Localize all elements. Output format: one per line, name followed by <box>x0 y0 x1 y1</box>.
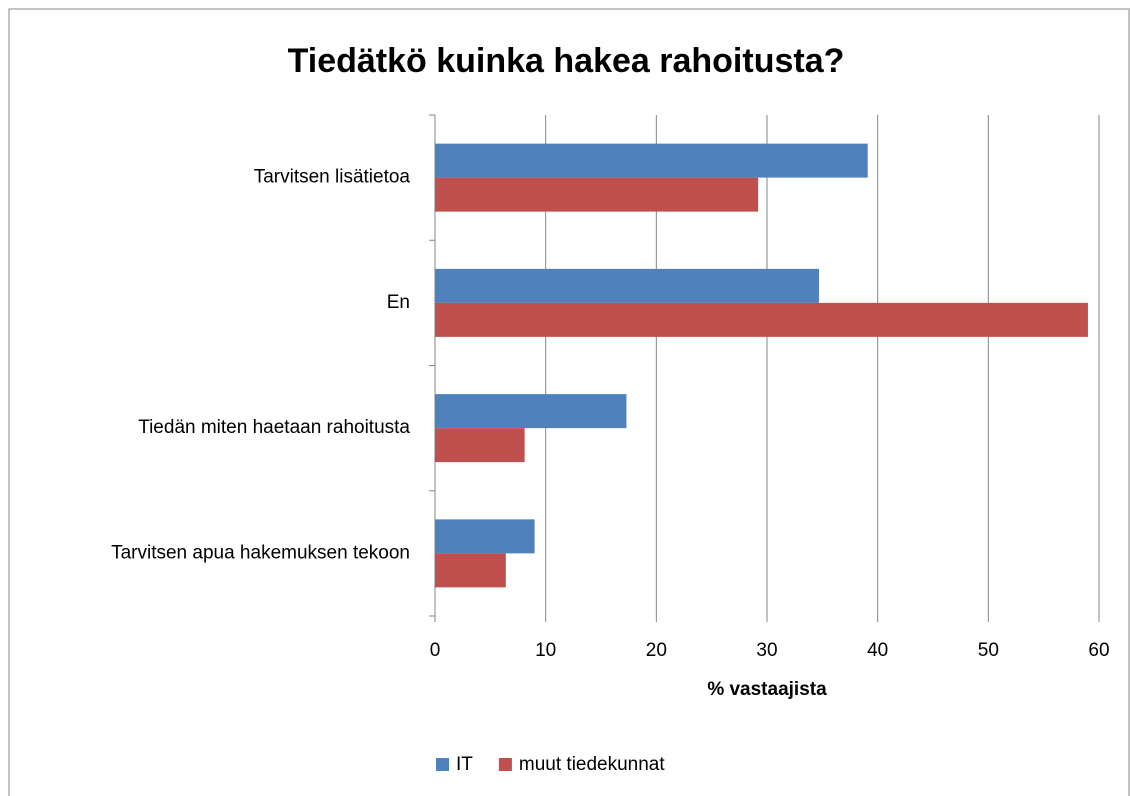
y-tick-label: Tarvitsen apua hakemuksen tekoon <box>111 542 410 563</box>
x-tick-label: 30 <box>756 640 777 661</box>
legend-label: IT <box>456 754 473 775</box>
bar <box>435 268 820 303</box>
legend-swatch <box>498 758 512 771</box>
bar <box>435 428 525 463</box>
bar <box>435 553 506 588</box>
x-tick-label: 20 <box>646 640 667 661</box>
bar <box>435 143 868 178</box>
y-tick-label: Tiedän miten haetaan rahoitusta <box>138 417 410 438</box>
x-tick-label: 60 <box>1088 640 1109 661</box>
legend-label: muut tiedekunnat <box>519 754 665 775</box>
bar <box>435 519 535 554</box>
bar <box>435 302 1088 337</box>
x-tick-label: 40 <box>867 640 888 661</box>
bar <box>435 177 759 212</box>
chart-title: Tiedätkö kuinka hakea rahoitusta? <box>288 42 845 80</box>
bar <box>435 394 627 429</box>
legend-swatch <box>436 758 449 771</box>
x-tick-label: 50 <box>978 640 999 661</box>
x-tick-label: 10 <box>535 640 556 661</box>
y-tick-label: Tarvitsen lisätietoa <box>254 167 411 188</box>
x-axis-label: % vastaajista <box>707 679 827 700</box>
x-tick-label: 0 <box>430 640 441 661</box>
y-tick-label: En <box>387 292 410 313</box>
